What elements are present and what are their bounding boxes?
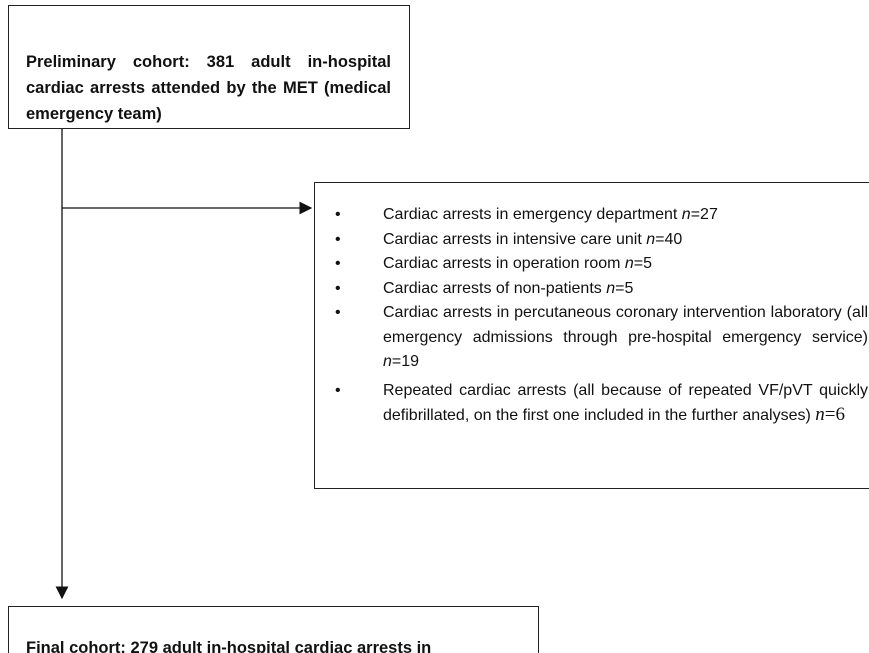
exclusion-count: =5 <box>615 279 634 297</box>
exclusion-list: Cardiac arrests in emergency department … <box>315 203 869 429</box>
exclusion-count: =6 <box>824 404 845 425</box>
exclusion-item: Cardiac arrests in emergency department … <box>315 203 869 228</box>
exclusion-n: n <box>815 404 825 425</box>
exclusion-n: n <box>681 206 691 223</box>
bottom-box: Final cohort: 279 adult in-hospital card… <box>8 606 539 653</box>
exclusion-n: n <box>606 279 616 297</box>
exclusion-item: Cardiac arrests in intensive care unit n… <box>315 228 869 253</box>
exclusion-n: n <box>646 230 656 248</box>
exclusion-text: Repeated cardiac arrests (all because of… <box>383 381 868 425</box>
exclusion-text: Cardiac arrests of non-patients <box>383 279 607 297</box>
exclusion-item: Cardiac arrests of non-patients n=5 <box>315 277 869 302</box>
top-box-text: Preliminary cohort: 381 adult in-hospita… <box>26 53 391 123</box>
exclusion-text: Cardiac arrests in operation room <box>383 255 625 272</box>
exclusion-box: Cardiac arrests in emergency department … <box>314 182 869 489</box>
exclusion-n: n <box>383 353 392 370</box>
exclusion-text: Cardiac arrests in intensive care unit <box>383 230 647 248</box>
bottom-box-text: Final cohort: 279 adult in-hospital card… <box>26 639 432 653</box>
exclusion-text: Cardiac arrests in emergency department <box>383 206 682 223</box>
exclusion-item: Cardiac arrests in percutaneous coronary… <box>315 301 869 375</box>
exclusion-text: Cardiac arrests in percutaneous coronary… <box>383 304 868 346</box>
exclusion-count: =27 <box>690 206 718 223</box>
exclusion-count: =40 <box>655 230 683 248</box>
exclusion-item: Cardiac arrests in operation room n=5 <box>315 252 869 277</box>
exclusion-count: =19 <box>391 353 420 370</box>
exclusion-count: =5 <box>633 255 653 272</box>
top-box: Preliminary cohort: 381 adult in-hospita… <box>8 5 410 129</box>
exclusion-n: n <box>624 255 634 272</box>
exclusion-item: Repeated cardiac arrests (all because of… <box>315 379 869 429</box>
